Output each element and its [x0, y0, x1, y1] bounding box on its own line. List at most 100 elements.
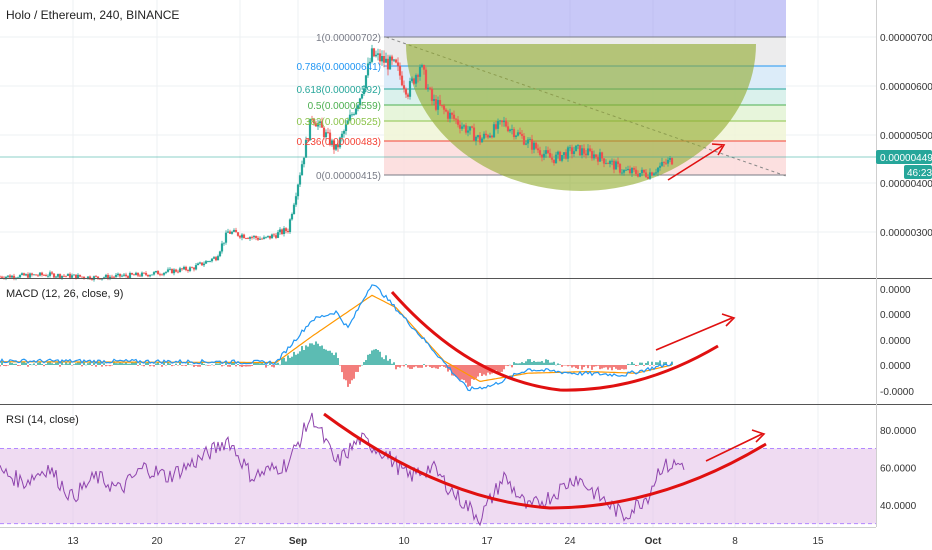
candle-body [364, 75, 368, 89]
macd-histogram-bar [573, 365, 575, 367]
macd-histogram-bar [641, 362, 643, 365]
rsi-axis[interactable]: 80.0000 60.0000 40.0000 [880, 426, 917, 512]
candle-body [556, 151, 560, 155]
macd-histogram-bar [233, 361, 235, 365]
candle [406, 92, 410, 100]
candle-body [258, 238, 262, 240]
candle [598, 148, 602, 162]
macd-histogram-bar [645, 362, 647, 365]
candle-body [370, 48, 374, 62]
macd-histogram-bar [215, 363, 217, 365]
candle [486, 133, 490, 140]
macd-histogram-bar [529, 359, 531, 365]
macd-histogram-bar [453, 365, 455, 376]
rsi-tick: 40.0000 [880, 501, 917, 512]
candle-body [120, 275, 124, 277]
candle [136, 272, 140, 277]
macd-histogram-bar [211, 364, 213, 366]
macd-histogram-bar [97, 362, 99, 365]
price-tick: 0.00000300 [880, 228, 932, 239]
candle-body [542, 153, 546, 158]
candle-body [96, 276, 100, 279]
candle [596, 154, 600, 166]
macd-histogram-bar [403, 365, 405, 367]
candle [244, 237, 248, 240]
candle-body [606, 163, 610, 165]
candle-body [388, 56, 392, 70]
macd-histogram-bar [479, 365, 481, 373]
candle [550, 153, 554, 163]
macd-histogram-bar [133, 362, 135, 365]
candle-body [636, 173, 640, 177]
candle [188, 266, 192, 273]
candle-body [308, 118, 312, 141]
annotation-curve-rsi [323, 412, 767, 510]
candle-body [430, 89, 434, 101]
candle-body [132, 274, 136, 276]
candle-body [304, 139, 308, 158]
candle [540, 153, 544, 162]
candle [234, 227, 238, 233]
candle [476, 134, 480, 139]
macd-histogram-bar [319, 346, 321, 365]
candle [464, 122, 468, 135]
candle-body [30, 273, 34, 275]
candle-body [642, 169, 646, 173]
candle-body [184, 266, 188, 271]
price-axis[interactable]: 0.00000700 0.00000600 0.00000500 0.00000400… [880, 33, 932, 239]
candle [648, 168, 652, 180]
macd-histogram-bar [277, 362, 279, 365]
macd-histogram-bar [659, 360, 661, 365]
macd-histogram-bar [387, 360, 389, 365]
candle-body [10, 275, 14, 278]
macd-histogram-bar [357, 365, 359, 372]
candle [402, 80, 406, 93]
candle [620, 169, 624, 176]
macd-histogram-bar [407, 365, 409, 368]
rsi-tick: 60.0000 [880, 463, 917, 474]
candle [200, 262, 204, 266]
macd-axis[interactable]: 0.0000 0.0000 0.0000 0.0000 -0.0000 [880, 285, 914, 398]
candle-body [506, 126, 510, 132]
candle-body [492, 124, 496, 138]
candle [196, 262, 200, 266]
candle-body [108, 276, 112, 279]
candle-body [348, 114, 352, 121]
candle-body [340, 133, 344, 138]
time-axis[interactable]: 13 20 27 Sep 10 17 24 Oct 8 15 [67, 536, 824, 547]
macd-histogram-bar [299, 351, 301, 365]
macd-histogram-bar [621, 365, 623, 369]
macd-histogram-bar [527, 359, 529, 365]
candle-body [608, 160, 612, 164]
candle [154, 270, 158, 273]
candle [298, 172, 302, 187]
candle [282, 226, 286, 237]
macd-histogram-bar [137, 365, 139, 366]
candle-body [214, 257, 218, 261]
candle-body [274, 235, 278, 238]
annotation-arrow-macd [655, 317, 733, 351]
candle [164, 271, 168, 275]
candle-body [586, 148, 590, 156]
candle [396, 57, 400, 71]
macd-panel[interactable] [0, 279, 876, 403]
candle-body [446, 111, 450, 119]
macd-histogram-bar [115, 363, 117, 365]
macd-histogram-bar [249, 365, 251, 367]
candle-body [42, 274, 46, 276]
candle [416, 73, 420, 83]
candle-body [38, 272, 42, 276]
macd-histogram-bar [553, 361, 555, 365]
candle-body [182, 266, 186, 270]
candle [566, 145, 570, 162]
candle [578, 145, 582, 157]
candle [360, 93, 364, 100]
macd-histogram-bar [473, 365, 475, 380]
candle [144, 271, 148, 277]
macd-histogram-bar [655, 362, 657, 365]
candle-body [202, 263, 206, 266]
macd-histogram-bar [563, 365, 565, 366]
macd-histogram-bar [317, 343, 319, 365]
macd-histogram-bar [53, 364, 55, 365]
